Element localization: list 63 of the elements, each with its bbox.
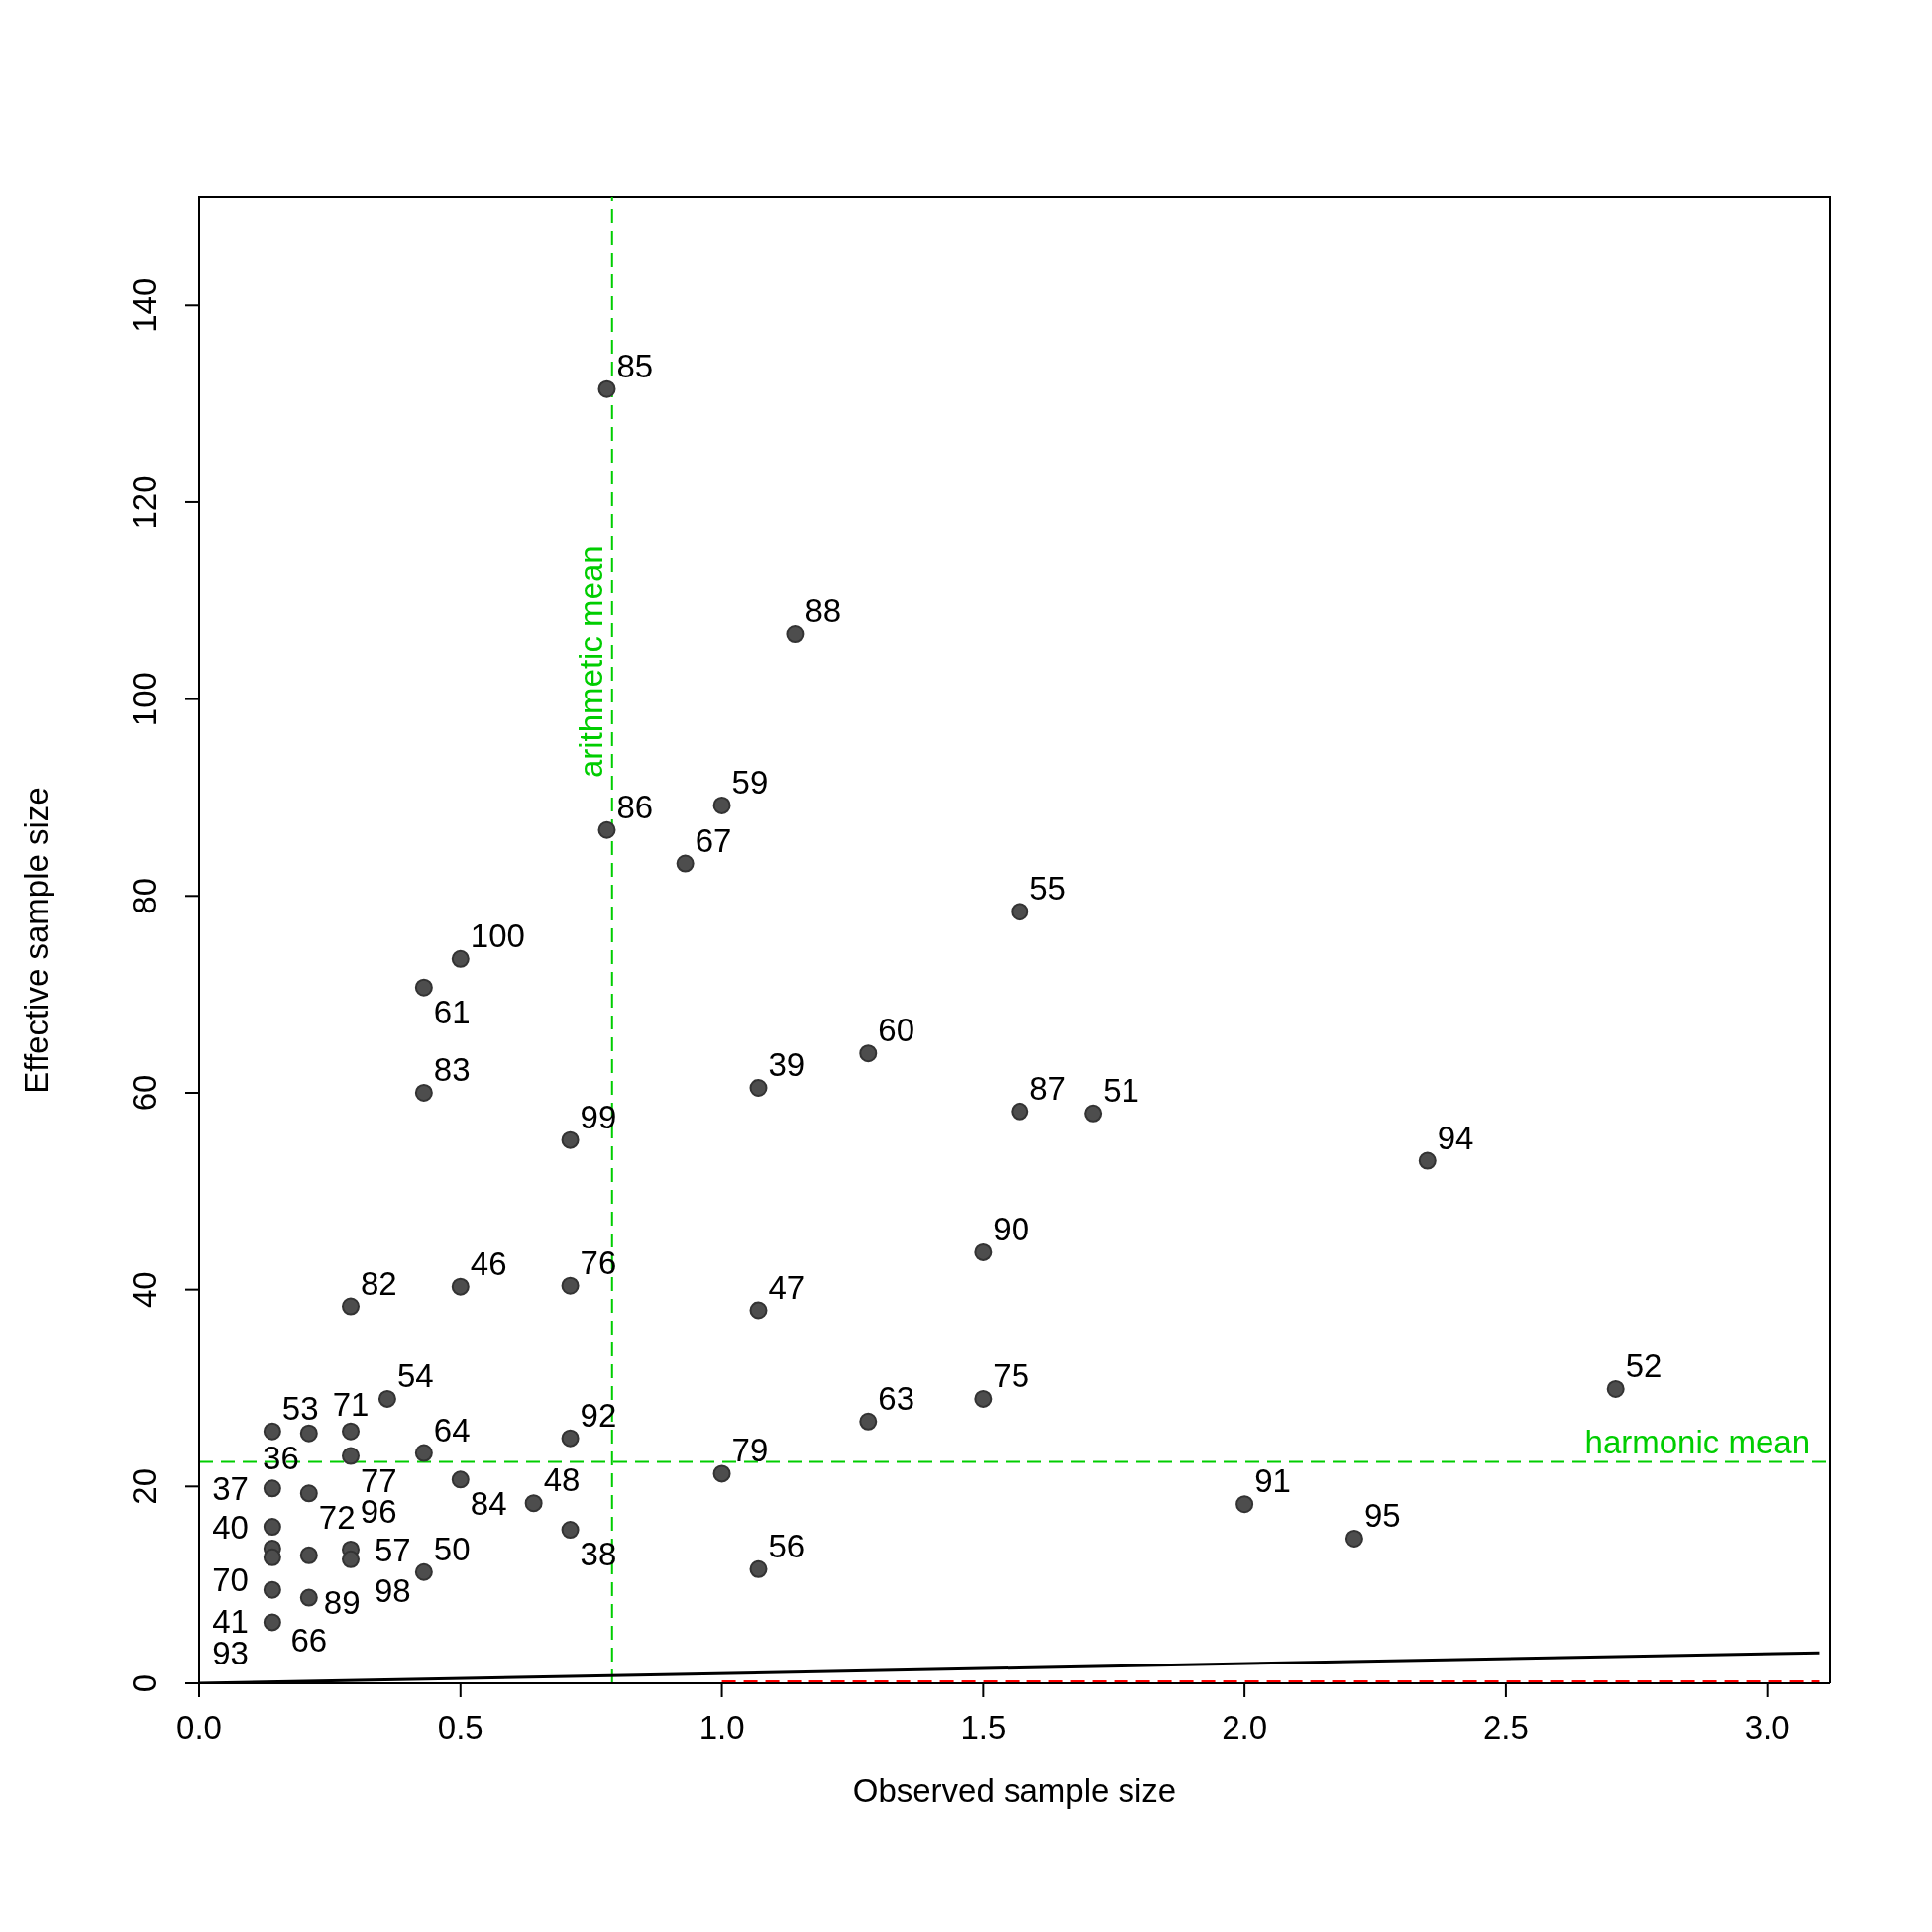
y-tick-label: 120 — [126, 475, 162, 530]
y-tick-label: 140 — [126, 277, 162, 333]
annotation: 88 — [805, 592, 842, 630]
annotation: 59 — [731, 763, 769, 801]
annotation: 50 — [433, 1530, 471, 1567]
annotation: 46 — [470, 1244, 507, 1282]
annotation: 75 — [993, 1356, 1030, 1394]
annotation: 56 — [768, 1527, 805, 1564]
annotation: 83 — [433, 1050, 471, 1088]
annotation: 84 — [470, 1485, 507, 1523]
annotation: 57 — [374, 1531, 411, 1568]
y-axis-title: Effective sample size — [18, 787, 54, 1094]
annotation: 55 — [1029, 870, 1066, 908]
annotation: 89 — [323, 1583, 361, 1621]
y-tick-label: 60 — [126, 1074, 162, 1112]
x-tick-label: 0.5 — [437, 1709, 483, 1746]
x-tick-label: 1.5 — [960, 1709, 1007, 1746]
annotation: 47 — [768, 1268, 805, 1306]
y-tick-label: 100 — [126, 672, 162, 727]
annotation: 99 — [580, 1098, 617, 1135]
annotation: 90 — [993, 1210, 1030, 1247]
annotation: 79 — [731, 1432, 769, 1469]
annotation: 53 — [281, 1389, 319, 1427]
annotation: 85 — [616, 347, 654, 384]
y-tick-label: 20 — [126, 1467, 162, 1505]
annotation: 63 — [878, 1379, 914, 1417]
annotation: 100 — [470, 916, 525, 954]
annotation: 64 — [433, 1411, 471, 1449]
y-tick-label: 40 — [126, 1271, 162, 1309]
y-tick-label: 0 — [126, 1673, 162, 1693]
annotation: 38 — [580, 1536, 617, 1573]
annotation: 66 — [290, 1621, 328, 1659]
annotation: 98 — [374, 1571, 411, 1609]
annotation: 54 — [396, 1356, 434, 1394]
annotation: 82 — [360, 1264, 397, 1302]
annotation: 39 — [768, 1046, 805, 1084]
annotation: 67 — [695, 821, 732, 859]
annotation: 51 — [1103, 1071, 1139, 1109]
annotation: 37 — [212, 1470, 249, 1508]
annotation: 71 — [332, 1385, 370, 1423]
ref-line-label: harmonic mean — [1584, 1424, 1810, 1461]
annotation: 70 — [212, 1560, 249, 1598]
annotation: 48 — [543, 1461, 581, 1499]
annotation: 60 — [878, 1012, 914, 1049]
annotation: 91 — [1254, 1462, 1291, 1500]
annotation: 76 — [580, 1243, 617, 1281]
x-axis-title: Observed sample size — [852, 1772, 1177, 1809]
y-tick-label: 80 — [126, 877, 162, 914]
x-tick-label: 2.5 — [1482, 1709, 1529, 1746]
annotation: 61 — [433, 993, 471, 1030]
annotation: 87 — [1029, 1069, 1066, 1107]
annotation: 92 — [580, 1396, 617, 1434]
x-tick-label: 0.0 — [176, 1709, 222, 1746]
ref-line-label: arithmetic mean — [572, 545, 609, 779]
x-tick-label: 1.0 — [698, 1709, 745, 1746]
x-tick-label: 3.0 — [1744, 1709, 1790, 1746]
annotation: 95 — [1363, 1496, 1401, 1534]
annotation: 72 — [318, 1499, 356, 1537]
annotation: 40 — [212, 1509, 249, 1547]
annotation: 86 — [616, 788, 654, 825]
x-tick-label: 2.0 — [1222, 1709, 1268, 1746]
annotation: 94 — [1437, 1119, 1474, 1156]
annotation: 52 — [1625, 1346, 1663, 1384]
